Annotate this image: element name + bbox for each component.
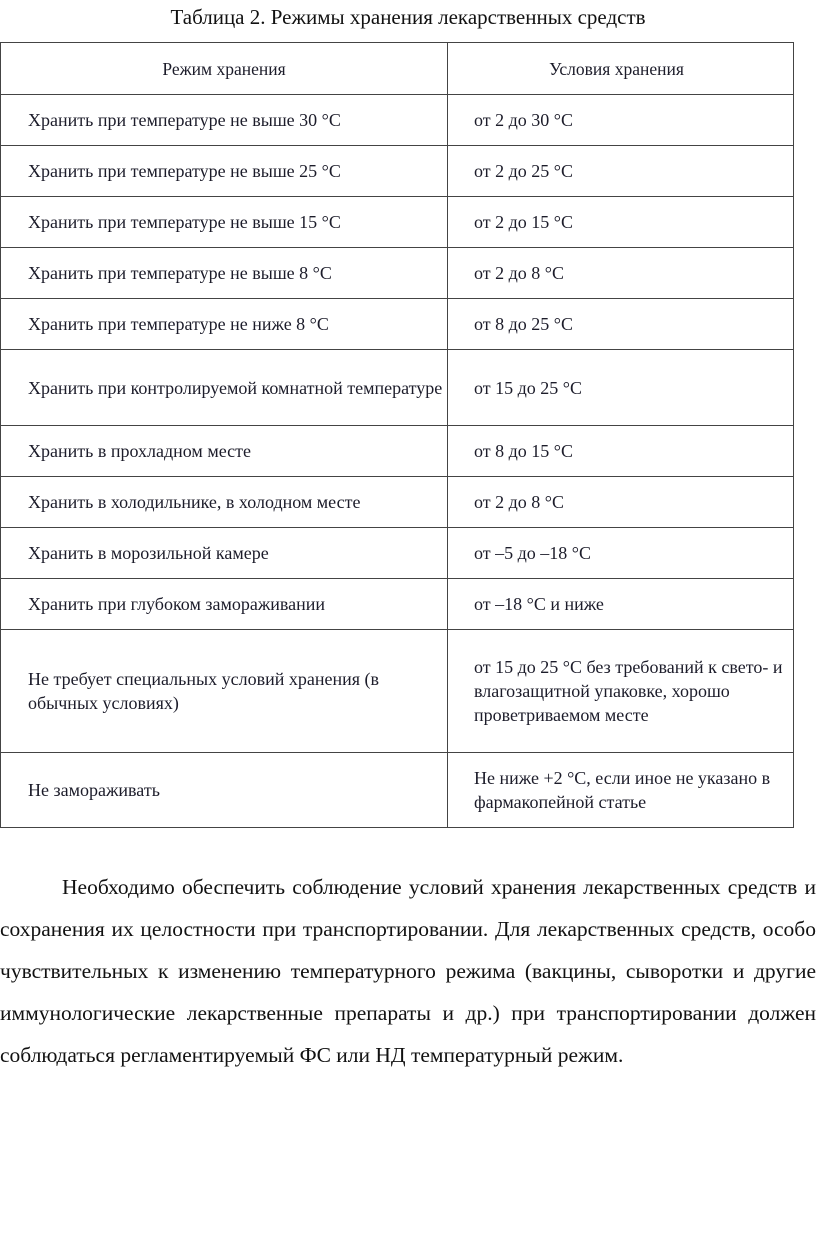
storage-mode-cell: Хранить при глубоком замораживании	[0, 578, 448, 630]
storage-mode-cell: Хранить при контролируемой комнатной тем…	[0, 349, 448, 426]
storage-mode-cell: Хранить при температуре не выше 30 °С	[0, 94, 448, 146]
storage-mode-cell: Не требует специальных условий хранения …	[0, 629, 448, 753]
storage-mode-cell: Хранить в морозильной камере	[0, 527, 448, 579]
table-row: Хранить при температуре не выше 8 °С от 2…	[0, 247, 794, 299]
storage-conditions-cell: от 8 до 15 °С	[447, 425, 794, 477]
table-row: Не требует специальных условий хранения …	[0, 629, 794, 753]
table-row: Хранить при температуре не выше 15 °С от …	[0, 196, 794, 248]
storage-mode-cell: Хранить при температуре не ниже 8 °С	[0, 298, 448, 350]
storage-conditions-cell: от 2 до 30 °С	[447, 94, 794, 146]
storage-conditions-cell: от 2 до 8 °С	[447, 476, 794, 528]
storage-mode-cell: Хранить в холодильнике, в холодном месте	[0, 476, 448, 528]
storage-conditions-cell: от 8 до 25 °С	[447, 298, 794, 350]
storage-mode-cell: Хранить при температуре не выше 15 °С	[0, 196, 448, 248]
table-header-row: Режим хранения Условия хранения	[0, 42, 794, 95]
storage-conditions-cell: Не ниже +2 °С, если иное не указано в фа…	[447, 752, 794, 828]
table-row: Хранить при температуре не ниже 8 °С от 8…	[0, 298, 794, 350]
storage-conditions-cell: от 2 до 25 °С	[447, 145, 794, 197]
storage-conditions-cell: от –5 до –18 °С	[447, 527, 794, 579]
storage-conditions-cell: от 2 до 8 °С	[447, 247, 794, 299]
table-row: Не замораживать Не ниже +2 °С, если иное …	[0, 752, 794, 828]
storage-conditions-cell: от –18 °С и ниже	[447, 578, 794, 630]
table-row: Хранить при температуре не выше 25 °С от …	[0, 145, 794, 197]
table-title: Таблица 2. Режимы хранения лекарственных…	[170, 5, 646, 29]
table-row: Хранить при контролируемой комнатной тем…	[0, 349, 794, 426]
table-row: Хранить в прохладном месте от 8 до 15 °С	[0, 425, 794, 477]
table-row: Хранить в холодильнике, в холодном месте…	[0, 476, 794, 528]
storage-conditions-cell: от 2 до 15 °С	[447, 196, 794, 248]
storage-table: Режим хранения Условия хранения Хранить …	[0, 42, 794, 828]
storage-mode-cell: Хранить при температуре не выше 8 °С	[0, 247, 448, 299]
storage-mode-cell: Не замораживать	[0, 752, 448, 828]
table-row: Хранить при глубоком замораживании от –18…	[0, 578, 794, 630]
column-header: Режим хранения	[0, 42, 448, 95]
storage-mode-cell: Хранить при температуре не выше 25 °С	[0, 145, 448, 197]
paragraph-text: Необходимо обеспечить соблюдение условий…	[0, 875, 816, 1067]
storage-conditions-cell: от 15 до 25 °С	[447, 349, 794, 426]
column-header: Условия хранения	[447, 42, 794, 95]
storage-conditions-cell: от 15 до 25 °С без требований к свето- и…	[447, 629, 794, 753]
body-paragraph: Необходимо обеспечить соблюдение условий…	[0, 866, 816, 1076]
storage-mode-cell: Хранить в прохладном месте	[0, 425, 448, 477]
table-row: Хранить при температуре не выше 30 °С от …	[0, 94, 794, 146]
table-row: Хранить в морозильной камере от –5 до –18…	[0, 527, 794, 579]
